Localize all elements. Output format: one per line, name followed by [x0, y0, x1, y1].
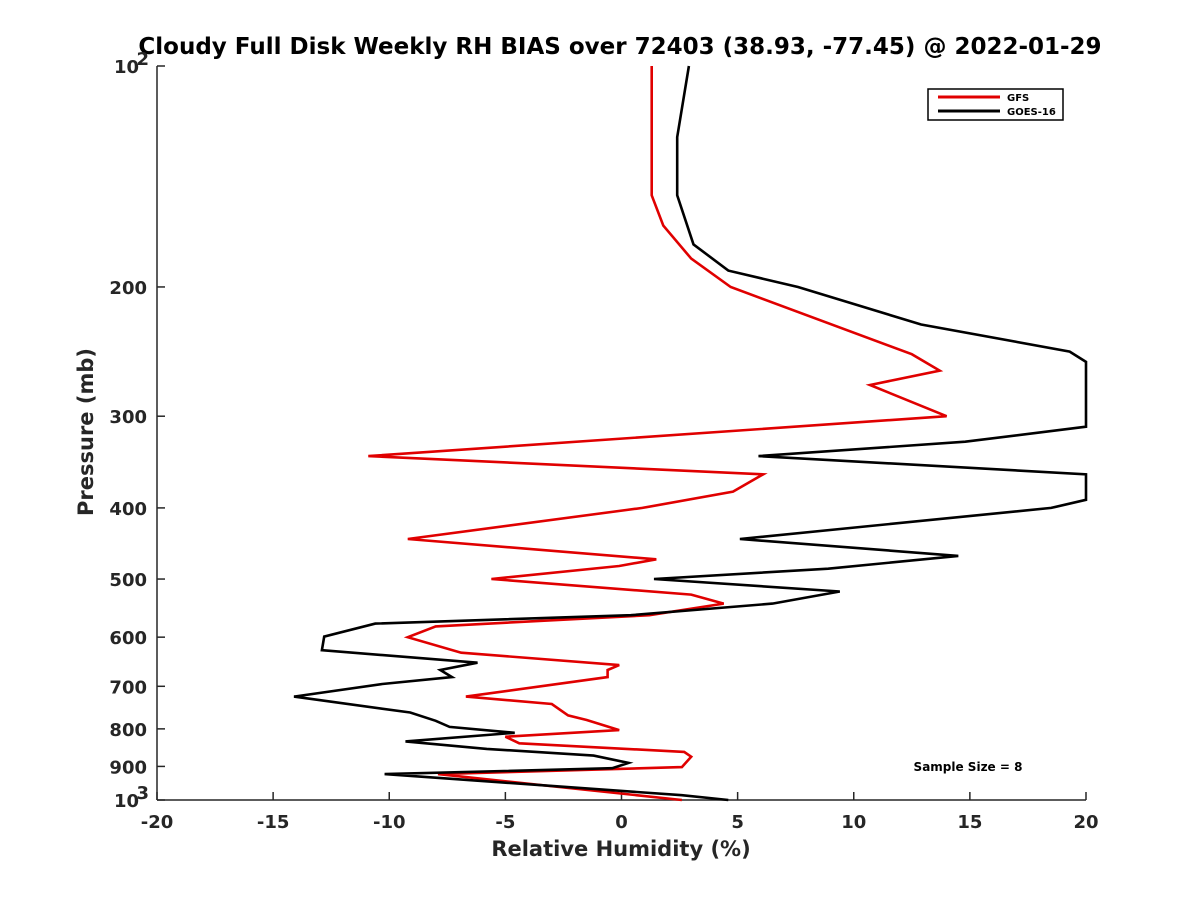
legend: GFS GOES-16	[927, 88, 1064, 121]
y-tick-label: 400	[109, 499, 147, 520]
series-line-goes-16	[293, 65, 1088, 802]
legend-box	[927, 88, 1064, 121]
chart-title: Cloudy Full Disk Weekly RH BIAS over 724…	[138, 34, 1101, 60]
x-tick-label: -15	[257, 812, 290, 833]
y-tick-label: 700	[109, 677, 147, 698]
y-axis-label: Pressure (mb)	[74, 348, 98, 516]
x-axis-ticks: -20 -15 -10 -5 0 5 10 15 20	[141, 792, 1099, 833]
x-tick-label: -20	[141, 812, 174, 833]
y-tick-label: 800	[109, 720, 147, 741]
x-tick-label: -5	[495, 812, 515, 833]
y-tick-label: 600	[109, 628, 147, 649]
y-tick-label: 900	[109, 757, 147, 778]
legend-label-gfs: GFS	[1007, 93, 1029, 104]
x-tick-label: -10	[373, 812, 406, 833]
y-tick-label: 200	[109, 278, 147, 299]
y-tick-label: 10	[114, 57, 139, 78]
x-tick-label: 20	[1073, 812, 1098, 833]
series-layer	[293, 65, 1088, 802]
y-tick-label: 500	[109, 570, 147, 591]
y-tick-exponent: 2	[136, 49, 149, 70]
x-tick-label: 10	[841, 812, 866, 833]
x-tick-label: 5	[731, 812, 744, 833]
x-tick-label: 15	[957, 812, 982, 833]
x-axis-label: Relative Humidity (%)	[491, 837, 750, 861]
y-tick-exponent: 3	[136, 783, 149, 804]
y-tick-label: 300	[109, 407, 147, 428]
x-tick-label: 0	[615, 812, 628, 833]
legend-label-goes-16: GOES-16	[1007, 107, 1056, 118]
y-tick-label: 10	[114, 791, 139, 812]
sample-size-annotation: Sample Size = 8	[914, 760, 1023, 774]
